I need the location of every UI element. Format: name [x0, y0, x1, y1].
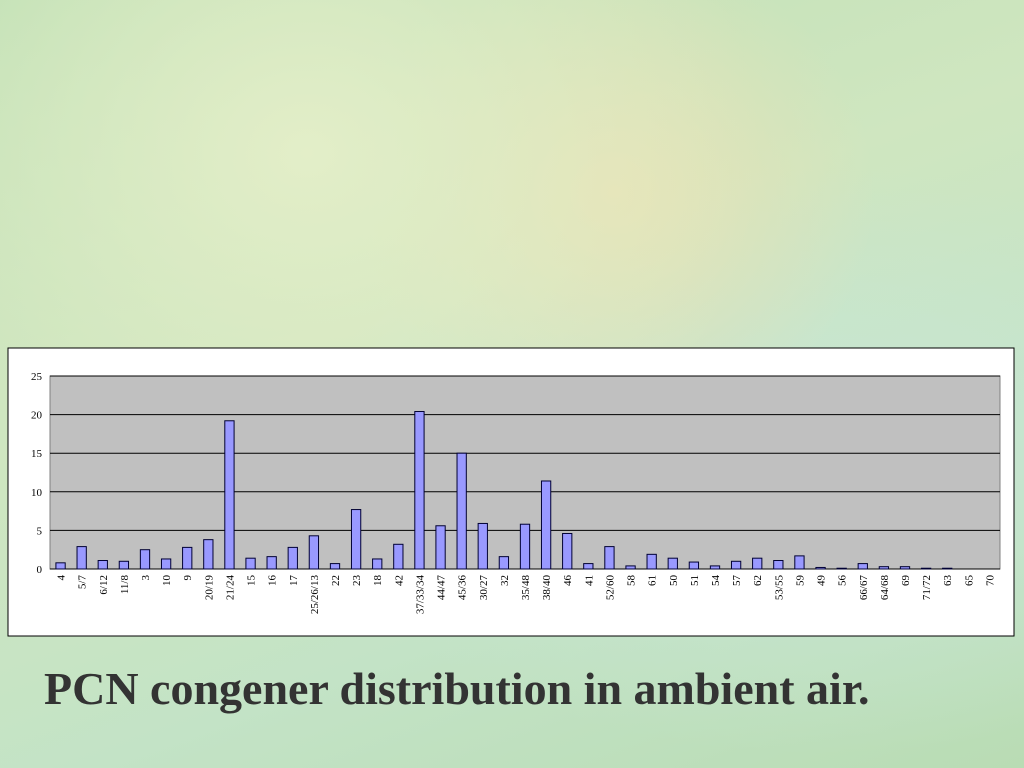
x-tick-label: 21/24	[224, 575, 236, 601]
y-tick-label: 15	[31, 448, 43, 460]
x-tick-label: 50	[668, 575, 680, 587]
bar	[203, 539, 214, 570]
bar	[646, 553, 657, 570]
slide-title: PCN congener distribution in ambient air…	[44, 663, 870, 714]
bar	[435, 525, 446, 570]
bar	[350, 509, 362, 570]
bar	[878, 566, 890, 570]
x-tick-label: 66/67	[858, 575, 870, 601]
x-tick-label: 65	[963, 575, 975, 587]
x-tick-label: 30/27	[478, 575, 490, 601]
bar	[815, 566, 826, 570]
bar	[372, 558, 383, 570]
x-tick-label: 49	[816, 575, 828, 587]
bar	[519, 523, 531, 570]
x-tick-label: 63	[942, 575, 954, 587]
bar	[287, 546, 298, 570]
x-tick-label: 11/8	[119, 575, 131, 595]
bar	[266, 556, 277, 570]
bar	[498, 556, 510, 570]
x-tick-label: 16	[267, 575, 279, 587]
x-tick-label: 56	[837, 575, 849, 587]
x-tick-label: 38/40	[541, 575, 553, 601]
bar	[583, 563, 594, 570]
x-tick-label: 3	[140, 575, 152, 581]
x-tick-label: 59	[794, 575, 806, 587]
bar	[308, 535, 320, 570]
x-tick-label: 5/7	[77, 575, 89, 590]
bar	[76, 546, 87, 570]
x-tick-label: 25/26/13	[309, 575, 321, 615]
bar	[414, 411, 425, 570]
x-tick-label: 70	[984, 575, 996, 587]
x-tick-label: 17	[288, 575, 300, 587]
bar	[625, 565, 636, 570]
bar	[730, 560, 742, 570]
x-tick-label: 57	[731, 575, 743, 587]
y-tick-label: 0	[37, 564, 43, 576]
bar	[139, 549, 151, 570]
x-tick-label: 51	[689, 575, 701, 586]
bar	[182, 546, 193, 570]
x-tick-label: 42	[393, 575, 405, 586]
x-tick-label: 10	[161, 575, 173, 587]
x-tick-label: 71/72	[921, 575, 933, 600]
x-tick-label: 41	[583, 575, 595, 586]
bar	[857, 563, 868, 570]
x-tick-label: 18	[372, 575, 384, 587]
bar	[794, 555, 805, 570]
x-tick-label: 61	[647, 575, 659, 586]
bar	[773, 560, 784, 570]
y-tick-label: 25	[31, 371, 43, 383]
bar	[942, 567, 953, 570]
x-tick-label: 69	[900, 575, 912, 587]
x-tick-label: 9	[182, 575, 194, 581]
bar	[688, 561, 700, 570]
x-tick-label: 64/68	[879, 575, 891, 601]
x-tick-label: 20/19	[203, 575, 215, 601]
bar	[55, 562, 66, 570]
x-tick-label: 45/36	[457, 575, 469, 601]
bar	[920, 567, 932, 570]
x-tick-label: 22	[330, 575, 342, 586]
bar	[477, 522, 488, 570]
bar	[709, 565, 721, 570]
bar	[160, 558, 172, 570]
x-tick-label: 4	[56, 575, 68, 581]
bar	[118, 560, 130, 570]
x-tick-label: 15	[246, 575, 258, 587]
x-tick-label: 54	[710, 575, 722, 587]
bar	[604, 546, 615, 570]
x-tick-label: 46	[562, 575, 574, 587]
bar	[245, 557, 256, 570]
x-tick-label: 53/55	[773, 575, 785, 601]
x-tick-label: 44/47	[436, 575, 448, 601]
bar	[667, 557, 678, 570]
bar	[562, 532, 573, 570]
x-tick-label: 23	[351, 575, 363, 587]
bar	[224, 420, 235, 570]
bar	[393, 543, 404, 570]
x-tick-label: 35/48	[520, 575, 532, 601]
bar	[329, 563, 341, 570]
x-tick-label: 52/60	[604, 575, 616, 601]
y-tick-label: 5	[37, 525, 43, 537]
bar	[456, 452, 467, 570]
bar	[752, 557, 763, 570]
x-tick-label: 32	[499, 575, 511, 586]
y-tick-label: 10	[31, 487, 43, 499]
bar	[540, 480, 552, 570]
bar	[97, 560, 108, 570]
bar	[899, 566, 911, 570]
x-tick-label: 6/12	[98, 575, 110, 595]
bar	[836, 567, 847, 570]
x-tick-label: 58	[626, 575, 638, 587]
x-tick-label: 62	[752, 575, 764, 586]
x-tick-label: 37/33/34	[414, 575, 426, 615]
y-tick-label: 20	[31, 410, 43, 422]
